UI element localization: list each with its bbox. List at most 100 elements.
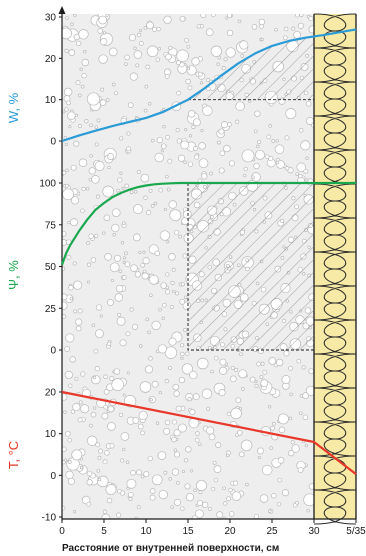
pore-bubble bbox=[117, 177, 123, 183]
pore-bubble bbox=[213, 477, 219, 483]
pore-bubble bbox=[260, 379, 269, 388]
pore-bubble bbox=[93, 348, 99, 354]
x-tick-labels: 0 5 10 15 20 25 30 5/35 bbox=[59, 519, 366, 537]
pore-bubble bbox=[197, 357, 209, 370]
pore-bubble bbox=[201, 172, 208, 180]
pore-bubble bbox=[175, 60, 181, 66]
data-curves bbox=[60, 28, 357, 475]
pore-bubble bbox=[170, 505, 174, 509]
pore-bubble bbox=[157, 344, 167, 354]
pore-bubble bbox=[128, 33, 137, 42]
pore-bubble bbox=[185, 78, 191, 85]
pore-bubble bbox=[105, 14, 109, 17]
pore-bubble bbox=[235, 397, 242, 404]
pore-bubble bbox=[89, 123, 93, 127]
pore-bubble bbox=[66, 100, 71, 106]
pore-bubble bbox=[106, 497, 113, 504]
pore-bubble bbox=[92, 375, 97, 380]
pore-bubble bbox=[210, 369, 214, 374]
pore-bubble bbox=[104, 252, 112, 261]
pore-bubble bbox=[157, 47, 161, 51]
y-tick-label: -10 bbox=[42, 513, 57, 524]
pore-bubble bbox=[303, 168, 309, 174]
x-tick-label: 5 bbox=[101, 526, 107, 537]
pore-bubble bbox=[129, 72, 138, 81]
pore-bubble bbox=[278, 426, 286, 434]
pore-bubble bbox=[239, 352, 243, 357]
pore-bubble bbox=[132, 416, 140, 424]
pore-bubble bbox=[171, 267, 176, 272]
pore-bubble bbox=[283, 26, 289, 32]
pore-bubble bbox=[86, 262, 92, 267]
pore-bubble bbox=[181, 363, 193, 375]
pore-bubble bbox=[227, 14, 233, 19]
pore-bubble bbox=[101, 513, 111, 519]
pore-bubble bbox=[117, 312, 122, 317]
pore-bubble bbox=[237, 19, 242, 24]
pore-bubble bbox=[297, 22, 304, 29]
pore-bubble bbox=[91, 175, 100, 184]
pore-bubble bbox=[90, 257, 97, 263]
pore-bubble bbox=[147, 330, 151, 335]
pore-bubble bbox=[189, 370, 198, 380]
y-tick-label: 10 bbox=[45, 429, 57, 440]
pore-bubble bbox=[140, 430, 145, 436]
pore-bubble bbox=[270, 425, 275, 431]
pore-bubble bbox=[73, 14, 77, 18]
pore-bubble bbox=[220, 121, 229, 129]
x-tick-label: 15 bbox=[182, 526, 194, 537]
pore-bubble bbox=[143, 195, 148, 200]
pore-bubble bbox=[86, 479, 93, 486]
pore-bubble bbox=[63, 87, 73, 97]
pore-bubble bbox=[103, 404, 109, 410]
pore-bubble bbox=[140, 262, 146, 268]
pore-bubble bbox=[225, 47, 236, 58]
pore-bubble bbox=[304, 444, 308, 448]
pore-bubble bbox=[171, 468, 180, 476]
pore-bubble bbox=[142, 257, 150, 265]
pore-bubble bbox=[271, 493, 277, 499]
pore-bubble bbox=[200, 14, 207, 19]
pore-bubble bbox=[265, 154, 270, 159]
pore-bubble bbox=[120, 432, 130, 441]
pore-bubble bbox=[103, 374, 108, 379]
pore-bubble bbox=[183, 458, 188, 463]
pore-bubble bbox=[62, 110, 66, 114]
pore-bubble bbox=[126, 486, 130, 491]
insulation-fill bbox=[314, 14, 356, 519]
pore-bubble bbox=[79, 465, 84, 470]
pore-bubble bbox=[79, 67, 83, 71]
pore-bubble bbox=[69, 356, 76, 363]
pore-bubble bbox=[141, 272, 149, 280]
pore-bubble bbox=[259, 374, 264, 379]
pore-bubble bbox=[180, 356, 184, 361]
pore-bubble bbox=[62, 293, 68, 301]
pore-bubble bbox=[296, 358, 301, 364]
t-axis-label: T, °C bbox=[6, 441, 21, 469]
pore-bubble bbox=[127, 102, 134, 108]
pore-bubble bbox=[229, 375, 237, 383]
pore-bubble bbox=[67, 220, 71, 225]
pore-bubble bbox=[104, 450, 110, 456]
pore-bubble bbox=[81, 58, 90, 67]
pore-bubble bbox=[160, 149, 164, 153]
pore-bubble bbox=[165, 135, 170, 140]
pore-bubble bbox=[196, 24, 201, 29]
pore-bubble bbox=[171, 436, 177, 443]
pore-bubble bbox=[167, 158, 173, 164]
pore-bubble bbox=[235, 101, 245, 111]
pore-bubble bbox=[295, 14, 300, 18]
pore-bubble bbox=[298, 128, 304, 133]
pore-bubble bbox=[187, 397, 192, 402]
pore-bubble bbox=[118, 269, 122, 273]
y-tick-label: 75 bbox=[45, 220, 57, 231]
pore-bubble bbox=[111, 223, 120, 233]
pore-bubble bbox=[235, 119, 240, 124]
pore-bubble bbox=[137, 32, 142, 37]
pore-bubble bbox=[290, 440, 295, 445]
pore-bubble bbox=[107, 405, 115, 413]
pore-bubble bbox=[86, 241, 90, 245]
pore-bubble bbox=[73, 510, 77, 514]
pore-bubble bbox=[149, 494, 156, 501]
pore-bubble bbox=[148, 274, 159, 285]
